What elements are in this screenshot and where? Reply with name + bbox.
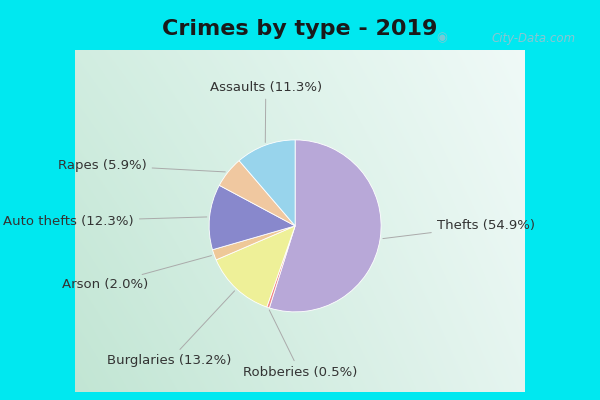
Wedge shape — [209, 185, 295, 250]
Wedge shape — [267, 226, 295, 308]
Text: Rapes (5.9%): Rapes (5.9%) — [58, 159, 225, 172]
Text: Assaults (11.3%): Assaults (11.3%) — [210, 81, 322, 142]
Wedge shape — [269, 140, 381, 312]
Text: Burglaries (13.2%): Burglaries (13.2%) — [107, 291, 235, 367]
Wedge shape — [219, 161, 295, 226]
Wedge shape — [216, 226, 295, 307]
Text: ◉: ◉ — [436, 32, 447, 44]
Text: Auto thefts (12.3%): Auto thefts (12.3%) — [3, 214, 207, 228]
Text: City-Data.com: City-Data.com — [492, 32, 576, 45]
Text: Robberies (0.5%): Robberies (0.5%) — [243, 310, 357, 379]
Wedge shape — [212, 226, 295, 260]
Wedge shape — [239, 140, 295, 226]
Text: Crimes by type - 2019: Crimes by type - 2019 — [163, 19, 437, 39]
Text: Thefts (54.9%): Thefts (54.9%) — [383, 219, 535, 238]
Text: Arson (2.0%): Arson (2.0%) — [62, 256, 211, 291]
